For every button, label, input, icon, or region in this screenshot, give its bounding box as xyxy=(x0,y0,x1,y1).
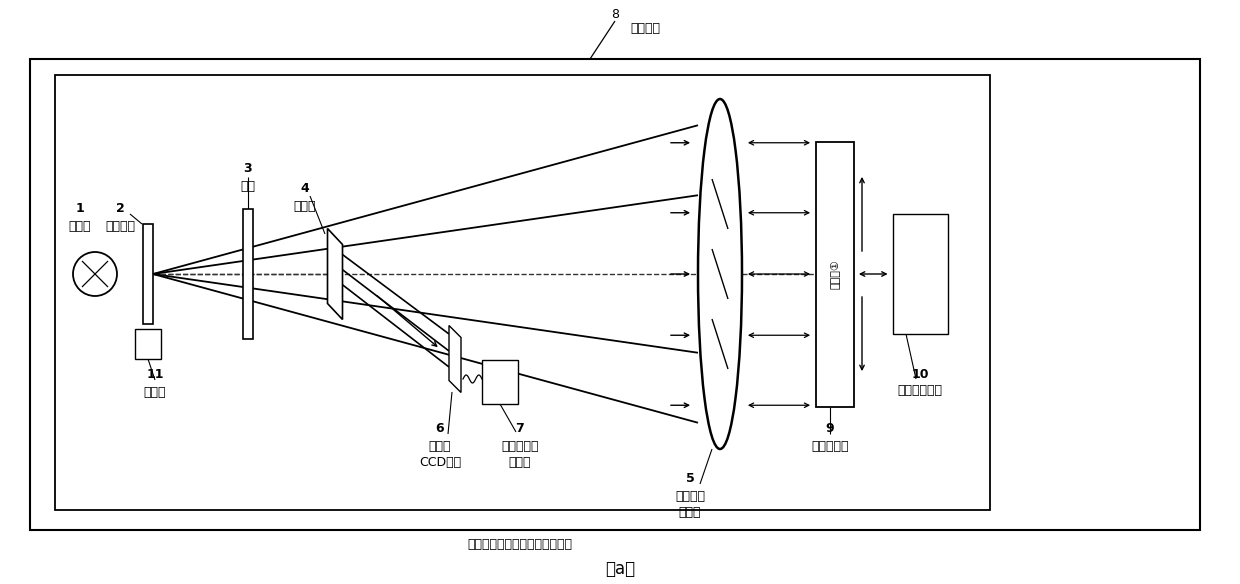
Text: 1: 1 xyxy=(76,203,84,215)
Text: 光电系统动态跟踪精度测量装置: 光电系统动态跟踪精度测量装置 xyxy=(467,537,573,551)
Text: 光阀: 光阀 xyxy=(241,179,255,193)
Text: 分束镜: 分束镜 xyxy=(294,200,316,213)
Text: 高帧频: 高帧频 xyxy=(429,440,451,453)
Ellipse shape xyxy=(698,99,742,449)
Text: 8: 8 xyxy=(611,8,619,20)
Text: CCD相机: CCD相机 xyxy=(419,456,461,468)
Text: 6: 6 xyxy=(435,422,444,436)
Text: 平面反射镜: 平面反射镜 xyxy=(811,440,848,453)
Text: 光学自准直仪: 光学自准直仪 xyxy=(898,384,942,397)
Text: 7: 7 xyxy=(516,422,525,436)
Text: 11: 11 xyxy=(146,367,164,381)
Text: 2: 2 xyxy=(115,203,124,215)
Text: 观察屏: 观察屏 xyxy=(144,385,166,398)
Text: 平行光管: 平行光管 xyxy=(675,489,706,502)
Text: 9: 9 xyxy=(826,422,835,436)
Bar xyxy=(816,141,854,406)
Text: 反射面①: 反射面① xyxy=(830,259,839,289)
Text: 5: 5 xyxy=(686,472,694,485)
Text: 激光器: 激光器 xyxy=(68,220,92,232)
Text: 10: 10 xyxy=(911,367,929,381)
Text: 计算数据处: 计算数据处 xyxy=(501,440,538,453)
Text: 理单元: 理单元 xyxy=(508,456,531,468)
Text: 准直镜: 准直镜 xyxy=(678,506,702,519)
Bar xyxy=(55,75,990,510)
Bar xyxy=(482,360,518,404)
Text: 4: 4 xyxy=(300,182,309,196)
Bar xyxy=(243,209,253,339)
Polygon shape xyxy=(449,325,461,392)
Text: 3: 3 xyxy=(244,162,252,176)
Bar xyxy=(135,329,161,359)
Text: 光学平台: 光学平台 xyxy=(630,22,660,34)
Bar xyxy=(30,59,1200,530)
Bar xyxy=(143,224,153,324)
Text: 乳白玻璃: 乳白玻璃 xyxy=(105,220,135,232)
Text: （a）: （a） xyxy=(605,560,635,578)
Polygon shape xyxy=(327,228,342,319)
Bar xyxy=(893,214,947,334)
